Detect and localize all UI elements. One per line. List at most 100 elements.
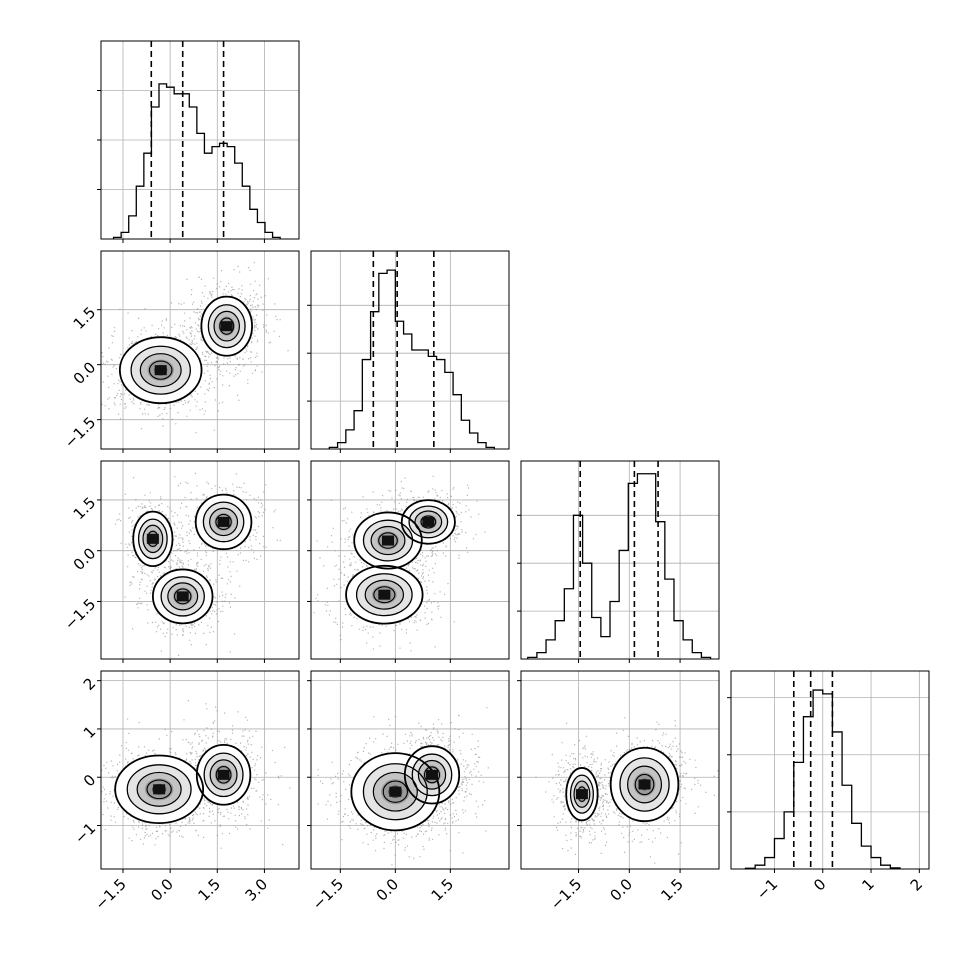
xtick-label: 0.0 (607, 875, 637, 905)
density-peak (217, 516, 230, 527)
density-contour (350, 752, 441, 832)
xtick-label: 3.0 (242, 875, 272, 905)
density-contour (146, 779, 172, 800)
density-peak (422, 516, 435, 527)
density-contour (573, 780, 591, 808)
panel-frame (310, 250, 510, 450)
density-contour (203, 752, 244, 798)
density-contour (200, 295, 253, 357)
density-contour (142, 524, 164, 554)
histogram-step (112, 83, 281, 239)
density-contour (167, 582, 199, 611)
panel-3-1: −1.5 0.0 1.5 (307, 670, 510, 914)
density-contour (173, 588, 192, 605)
density-peak (389, 786, 402, 797)
panel-3-0: −1 0 1 2 −1.5 0.0 1.5 3.0 (71, 670, 300, 914)
density-layer (317, 707, 489, 866)
density-contour (417, 759, 447, 790)
density-contour (215, 513, 232, 530)
density-contour (619, 757, 670, 812)
ytick-label: 0 (80, 771, 99, 790)
density-layer (101, 700, 291, 849)
density-contour (609, 746, 680, 823)
density-contour (372, 771, 418, 812)
ytick-label: 0.0 (70, 358, 100, 388)
xtick-label: 1.5 (428, 875, 458, 905)
panel-frame (310, 460, 510, 660)
panel-frame (100, 670, 300, 870)
ytick-label: −1 (71, 819, 99, 847)
panel-frame (100, 40, 300, 240)
xtick-label: 0.0 (147, 875, 177, 905)
ytick-label: 1.5 (70, 494, 100, 524)
density-contour (213, 310, 240, 342)
xtick-label: 2 (907, 875, 926, 894)
xtick-label: 1 (858, 875, 877, 894)
scatter-points (311, 475, 486, 652)
density-contour (160, 576, 205, 617)
density-contour (194, 493, 253, 551)
density-layer (101, 262, 289, 434)
density-contour (400, 499, 456, 545)
ytick-label: 1.5 (70, 303, 100, 333)
panel-frame (520, 670, 720, 870)
xtick-label: −1 (753, 875, 781, 903)
density-contour (355, 573, 413, 617)
density-peak (176, 591, 189, 602)
density-contour (132, 510, 174, 567)
ytick-label: 2 (80, 674, 99, 693)
density-contour (209, 759, 238, 791)
xtick-label: 0 (810, 875, 829, 894)
xtick-label: 1.5 (195, 875, 225, 905)
density-contour (569, 774, 594, 814)
panel-1-1 (307, 250, 510, 453)
panel-frame (100, 250, 300, 450)
panel-1-0: −1.5 0.0 1.5 (61, 250, 300, 453)
density-contour (126, 764, 192, 815)
density-contour (411, 753, 453, 797)
density-contour (634, 773, 655, 796)
density-contour (362, 519, 414, 562)
panel-frame (730, 670, 930, 870)
density-contour (139, 353, 182, 388)
density-contour (408, 505, 449, 539)
density-contour (209, 507, 239, 537)
density-contour (378, 532, 398, 549)
panel-frame (100, 460, 300, 660)
density-contour (118, 336, 203, 405)
density-contour (114, 754, 205, 825)
xtick-label: 1.5 (657, 875, 687, 905)
panel-2-0: −1.5 0.0 1.5 (61, 460, 300, 663)
density-contour (364, 579, 405, 610)
density-peak (217, 769, 230, 780)
xtick-label: −1.5 (91, 875, 129, 913)
density-contour (627, 765, 663, 804)
histogram-step (744, 689, 901, 869)
panel-0-0 (97, 40, 300, 243)
density-contour (420, 515, 437, 529)
xtick-label: 0.0 (373, 875, 403, 905)
density-contour (353, 511, 423, 570)
density-peak (382, 535, 394, 546)
density-peak (575, 789, 588, 800)
panel-frame (520, 460, 720, 660)
density-contour (362, 763, 428, 821)
scatter-points (114, 472, 281, 656)
panel-frame (310, 670, 510, 870)
panel-3-3: −1 0 1 2 (727, 670, 930, 903)
density-contour (219, 317, 235, 335)
density-contour (370, 525, 406, 556)
density-contour (414, 510, 443, 534)
density-contour (148, 360, 173, 380)
density-layer (114, 472, 281, 656)
density-contour (423, 766, 441, 784)
density-contour (136, 771, 182, 807)
panel-2-1 (307, 460, 510, 663)
density-peak (146, 533, 159, 544)
histogram-step (527, 473, 712, 659)
ytick-label: 0.0 (70, 544, 100, 574)
density-contour (565, 767, 599, 822)
density-contour (215, 766, 232, 784)
density-contour (195, 744, 252, 806)
